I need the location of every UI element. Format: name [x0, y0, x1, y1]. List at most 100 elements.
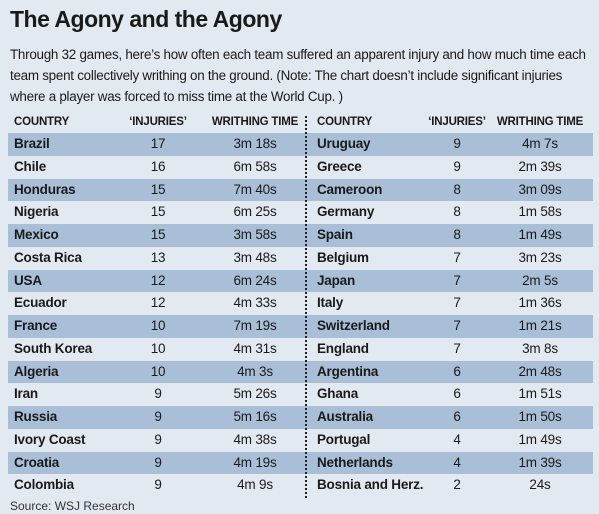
country: Ghana — [317, 386, 359, 402]
country: Germany — [317, 204, 375, 220]
writhing-time: 24s — [529, 477, 551, 493]
writhing-time: 3m 58s — [233, 227, 277, 242]
country: Italy — [317, 295, 344, 311]
writhing-time: 3m 48s — [233, 249, 277, 265]
row-stripe — [8, 406, 593, 429]
injuries: 10 — [150, 340, 166, 356]
row-stripe — [8, 269, 593, 293]
injuries: 7 — [453, 318, 461, 333]
country: Netherlands — [317, 454, 393, 470]
injuries: 9 — [154, 386, 162, 402]
injuries: 8 — [453, 204, 461, 220]
writhing-time: 4m 19s — [233, 454, 277, 470]
country: Honduras — [14, 181, 76, 197]
injuries: 9 — [154, 409, 162, 424]
column-header: COUNTRY — [14, 116, 70, 128]
injuries: 15 — [150, 227, 166, 242]
injuries: 7 — [453, 295, 461, 311]
column-header: WRITHING TIME — [211, 116, 299, 128]
injuries: 8 — [453, 181, 461, 197]
injuries: 12 — [150, 272, 166, 288]
column-header: COUNTRY — [317, 116, 373, 128]
injuries: 4 — [453, 431, 461, 447]
country: Uruguay — [317, 136, 371, 151]
country: Algeria — [14, 363, 59, 379]
country: Spain — [317, 227, 353, 242]
row-stripe — [8, 133, 593, 156]
injuries: 7 — [453, 272, 461, 288]
writhing-time: 3m 8s — [522, 340, 558, 356]
country: England — [317, 340, 369, 356]
country: Russia — [14, 409, 58, 424]
country: Greece — [317, 158, 362, 174]
row-stripe — [8, 451, 593, 475]
column-header: ‘INJURIES’ — [428, 116, 486, 128]
injuries: 10 — [150, 318, 166, 333]
writhing-time: 7m 19s — [233, 318, 277, 333]
writhing-time: 1m 39s — [518, 454, 562, 470]
writhing-time: 1m 50s — [518, 409, 562, 424]
injuries: 6 — [453, 386, 461, 402]
injuries: 10 — [150, 363, 166, 379]
injuries: 15 — [150, 181, 166, 197]
country: Croatia — [14, 454, 60, 470]
title: The Agony and the Agony — [10, 6, 282, 32]
writhing-time: 2m 48s — [518, 363, 562, 379]
injuries: 4 — [453, 454, 461, 470]
writhing-time: 7m 40s — [233, 181, 277, 197]
row-stripe — [8, 315, 593, 338]
writhing-time: 1m 49s — [518, 227, 562, 242]
writhing-time: 2m 39s — [518, 158, 562, 174]
writhing-time: 4m 33s — [233, 295, 277, 311]
injuries: 9 — [154, 431, 162, 447]
country: Colombia — [14, 477, 74, 493]
writhing-time: 3m 18s — [233, 136, 277, 151]
writhing-time: 6m 24s — [233, 272, 277, 288]
column-header: ‘INJURIES’ — [129, 116, 187, 128]
injuries: 9 — [154, 454, 162, 470]
country: Brazil — [14, 136, 50, 151]
injuries: 13 — [150, 249, 166, 265]
country: Ivory Coast — [14, 431, 86, 447]
row-stripe — [8, 224, 593, 247]
injuries: 6 — [453, 409, 461, 424]
writhing-time: 1m 36s — [518, 295, 562, 311]
injuries: 2 — [453, 477, 461, 493]
row-stripe — [8, 360, 593, 384]
country: Costa Rica — [14, 249, 82, 265]
country: Belgium — [317, 249, 369, 265]
writhing-time: 4m 31s — [233, 340, 277, 356]
injuries: 9 — [154, 477, 162, 493]
injuries: 8 — [453, 227, 461, 242]
row-stripe — [8, 178, 593, 202]
injuries: 7 — [453, 340, 461, 356]
country: South Korea — [14, 340, 93, 356]
country: Australia — [317, 409, 373, 424]
country: Mexico — [14, 227, 59, 242]
writhing-time: 4m 7s — [522, 136, 558, 151]
injuries: 9 — [453, 158, 461, 174]
country: Nigeria — [14, 204, 59, 220]
injuries: 7 — [453, 249, 461, 265]
country: Argentina — [317, 363, 379, 379]
writhing-time: 5m 16s — [233, 409, 277, 424]
writhing-time: 4m 38s — [233, 431, 277, 447]
writhing-time: 3m 23s — [518, 249, 562, 265]
writhing-time: 4m 9s — [237, 477, 273, 493]
injuries: 15 — [150, 204, 166, 220]
writhing-time: 1m 51s — [518, 386, 562, 402]
country: Portugal — [317, 431, 371, 447]
writhing-time: 6m 58s — [233, 158, 277, 174]
column-header: WRITHING TIME — [496, 116, 584, 128]
separator — [305, 116, 307, 498]
injuries: 9 — [453, 136, 461, 151]
writhing-time: 1m 58s — [518, 204, 562, 220]
writhing-time: 1m 21s — [518, 318, 562, 333]
country: USA — [14, 272, 42, 288]
country: Ecuador — [14, 295, 67, 311]
injuries: 17 — [150, 136, 166, 151]
injuries: 6 — [453, 363, 461, 379]
country: Bosnia and Herz. — [317, 477, 424, 493]
writhing-time: 1m 49s — [518, 431, 562, 447]
